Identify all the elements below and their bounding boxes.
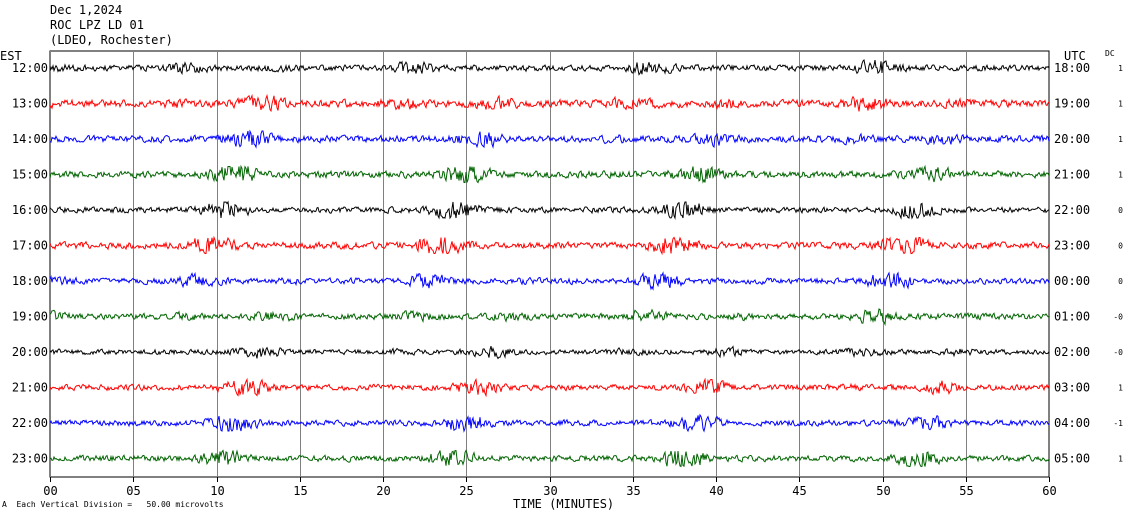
utc-label: 18:00 [1054, 61, 1090, 75]
corner-mark: A [2, 500, 7, 509]
x-tick-label: 45 [792, 484, 806, 498]
x-tick-label: 50 [876, 484, 890, 498]
est-label: 22:00 [12, 416, 48, 430]
header-station: ROC LPZ LD 01 [50, 18, 144, 32]
utc-label: 22:00 [1054, 203, 1090, 217]
est-label: 19:00 [12, 310, 48, 324]
utc-label: 02:00 [1054, 345, 1090, 359]
utc-label: 00:00 [1054, 274, 1090, 288]
est-label: 16:00 [12, 203, 48, 217]
header-location: (LDEO, Rochester) [50, 33, 173, 47]
est-label: 20:00 [12, 345, 48, 359]
utc-label: 20:00 [1054, 132, 1090, 146]
utc-label: 05:00 [1054, 452, 1090, 466]
x-tick-label: 25 [459, 484, 473, 498]
x-tick-label: 00 [43, 484, 57, 498]
utc-label: 23:00 [1054, 239, 1090, 253]
utc-label: 03:00 [1054, 381, 1090, 395]
x-tick-label: 40 [709, 484, 723, 498]
dc-value: 0 [1118, 242, 1123, 251]
trace-2100 [49, 377, 1050, 398]
trace-1700 [49, 235, 1050, 256]
dc-value: 0 [1118, 277, 1123, 286]
est-axis-title: EST [0, 49, 22, 63]
x-tick-label: 05 [126, 484, 140, 498]
x-tick-label: 60 [1042, 484, 1056, 498]
dc-value: 1 [1118, 100, 1123, 109]
x-tick-label: 20 [376, 484, 390, 498]
dc-value: 1 [1118, 64, 1123, 73]
dc-value: 1 [1118, 135, 1123, 144]
x-axis-label: TIME (MINUTES) [513, 497, 615, 511]
x-tick-label: 10 [210, 484, 224, 498]
dc-value: 1 [1118, 384, 1123, 393]
x-tick-label: 30 [543, 484, 557, 498]
est-label: 21:00 [12, 381, 48, 395]
scale-text: Each Vertical Division = 50.00 microvolt… [16, 500, 224, 509]
trace-1500 [49, 164, 1050, 184]
est-label: 23:00 [12, 452, 48, 466]
dc-column-title: DC [1105, 49, 1115, 58]
x-tick-label: 35 [626, 484, 640, 498]
utc-label: 21:00 [1054, 168, 1090, 182]
dc-value: 1 [1118, 171, 1123, 180]
dc-value: -0 [1113, 348, 1123, 357]
trace-2000 [49, 345, 1050, 360]
est-label: 14:00 [12, 132, 48, 146]
est-label: 17:00 [12, 239, 48, 253]
scale-footer: A Each Vertical Division = 50.00 microvo… [2, 500, 224, 509]
utc-label: 04:00 [1054, 416, 1090, 430]
est-label: 18:00 [12, 274, 48, 288]
trace-1900 [49, 308, 1050, 327]
header-date: Dec 1,2024 [50, 3, 123, 17]
trace-2300 [49, 449, 1050, 468]
dc-value: 0 [1118, 206, 1123, 215]
trace-1800 [49, 271, 1050, 291]
utc-label: 19:00 [1054, 97, 1090, 111]
x-tick-label: 15 [293, 484, 307, 498]
x-tick-label: 55 [959, 484, 973, 498]
utc-label: 01:00 [1054, 310, 1090, 324]
trace-1300 [49, 93, 1050, 113]
trace-2200 [49, 413, 1050, 433]
est-label: 13:00 [12, 97, 48, 111]
trace-1200 [49, 58, 1050, 76]
utc-axis-title: UTC [1064, 49, 1086, 63]
trace-1400 [49, 129, 1050, 149]
plot-frame [49, 50, 1050, 478]
trace-1600 [49, 200, 1050, 220]
dc-value: -1 [1113, 419, 1123, 428]
est-label: 15:00 [12, 168, 48, 182]
dc-value: 1 [1118, 455, 1123, 464]
est-label: 12:00 [12, 61, 48, 75]
dc-value: -0 [1113, 313, 1123, 322]
